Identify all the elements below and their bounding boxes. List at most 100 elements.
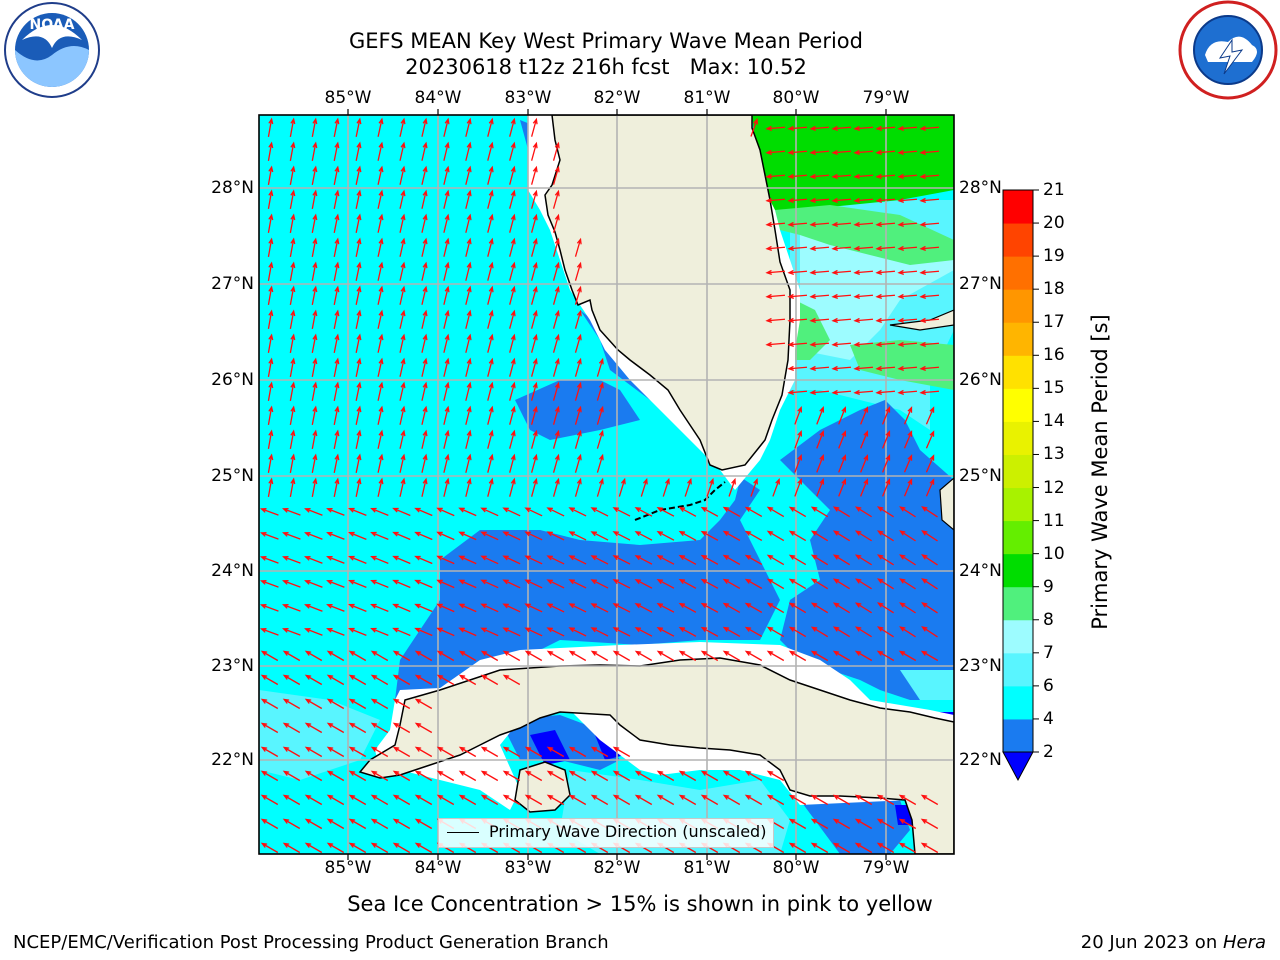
wave-direction-arrow bbox=[574, 429, 582, 449]
lon-tick-label: 84°W bbox=[414, 88, 462, 108]
wave-direction-arrow bbox=[618, 477, 626, 497]
wave-direction-arrow bbox=[436, 770, 455, 782]
wave-direction-arrow bbox=[787, 245, 808, 251]
wave-direction-arrow bbox=[531, 405, 538, 425]
wave-direction-arrow bbox=[333, 165, 340, 185]
wave-direction-arrow bbox=[662, 477, 670, 497]
wave-direction-arrow bbox=[700, 650, 719, 662]
wave-direction-arrow bbox=[656, 794, 675, 806]
wave-direction-arrow bbox=[392, 722, 411, 734]
wave-direction-arrow bbox=[259, 580, 279, 588]
wave-direction-arrow bbox=[634, 555, 653, 565]
wave-direction-arrow bbox=[311, 357, 318, 377]
wave-direction-arrow bbox=[311, 381, 318, 401]
colorbar-segment bbox=[1003, 619, 1033, 654]
wave-direction-arrow bbox=[304, 507, 323, 516]
wave-direction-arrow bbox=[421, 237, 428, 257]
wave-direction-arrow bbox=[832, 818, 851, 830]
wave-direction-arrow bbox=[465, 453, 472, 473]
wave-direction-arrow bbox=[355, 285, 362, 305]
wave-direction-arrow bbox=[897, 317, 918, 323]
wave-direction-arrow bbox=[794, 430, 803, 449]
colorbar-tick-label: 19 bbox=[1043, 246, 1065, 267]
lon-tick-label: 80°W bbox=[772, 858, 820, 878]
wave-direction-arrow bbox=[414, 627, 433, 637]
wave-direction-arrow bbox=[267, 405, 274, 425]
wave-direction-arrow bbox=[722, 602, 741, 613]
wave-direction-arrow bbox=[502, 770, 521, 782]
nws-logo bbox=[1178, 0, 1278, 100]
wave-direction-arrow bbox=[853, 269, 874, 275]
wave-direction-arrow bbox=[794, 406, 803, 425]
colorbar-segment bbox=[1003, 685, 1033, 720]
wave-direction-arrow bbox=[854, 602, 872, 614]
wave-direction-arrow bbox=[326, 507, 345, 516]
wave-direction-arrow bbox=[370, 842, 389, 854]
wave-direction-arrow bbox=[772, 477, 780, 497]
wave-direction-arrow bbox=[794, 454, 803, 473]
wave-direction-arrow bbox=[766, 650, 785, 662]
wave-direction-arrow bbox=[765, 173, 786, 179]
wave-direction-arrow bbox=[831, 317, 852, 323]
wave-direction-arrow bbox=[744, 602, 763, 614]
wave-direction-arrow bbox=[509, 429, 516, 449]
wave-direction-arrow bbox=[487, 141, 494, 161]
wave-direction-arrow bbox=[260, 722, 279, 734]
wave-direction-arrow bbox=[355, 309, 362, 329]
wave-direction-arrow bbox=[656, 770, 675, 782]
wave-direction-arrow bbox=[304, 722, 323, 734]
wave-direction-arrow bbox=[596, 405, 604, 425]
sea-band-9-10-north bbox=[775, 205, 954, 265]
wave-direction-arrow bbox=[443, 405, 450, 425]
wave-direction-arrow bbox=[333, 261, 340, 281]
wave-direction-arrow bbox=[722, 794, 741, 806]
wave-direction-arrow bbox=[531, 357, 538, 377]
wave-direction-arrow bbox=[282, 698, 301, 710]
wave-direction-arrow bbox=[282, 531, 301, 540]
wave-direction-arrow bbox=[509, 357, 516, 377]
wave-direction-arrow bbox=[903, 430, 913, 449]
wave-direction-arrow bbox=[920, 794, 939, 806]
wave-direction-arrow bbox=[487, 405, 494, 425]
wave-direction-arrow bbox=[678, 602, 697, 613]
wave-direction-arrow bbox=[832, 650, 851, 662]
wave-direction-arrow bbox=[574, 237, 582, 257]
lat-tick-label: 23°N bbox=[211, 656, 254, 676]
wave-direction-arrow bbox=[392, 555, 411, 565]
wave-direction-arrow bbox=[574, 285, 582, 305]
wave-direction-arrow bbox=[634, 770, 653, 782]
wave-direction-arrow bbox=[502, 674, 521, 686]
wave-direction-arrow bbox=[860, 478, 869, 497]
lat-tick-label: 26°N bbox=[959, 370, 1002, 390]
wave-direction-arrow bbox=[854, 530, 872, 542]
wave-direction-arrow bbox=[854, 506, 872, 518]
wave-direction-arrow bbox=[289, 189, 296, 209]
wave-direction-arrow bbox=[531, 285, 538, 305]
wave-direction-arrow bbox=[509, 237, 516, 257]
wave-direction-arrow bbox=[875, 245, 896, 251]
map-frame bbox=[258, 114, 955, 855]
wave-direction-arrow bbox=[304, 818, 323, 830]
wave-direction-arrow bbox=[876, 842, 895, 854]
wave-direction-arrow bbox=[838, 430, 847, 449]
wave-direction-arrow bbox=[509, 309, 516, 329]
wave-direction-arrow bbox=[568, 794, 587, 806]
wave-direction-arrow bbox=[392, 650, 411, 662]
wave-direction-arrow bbox=[612, 507, 631, 517]
wave-direction-arrow bbox=[436, 555, 455, 565]
lon-tick-label: 79°W bbox=[862, 858, 910, 878]
wave-direction-arrow bbox=[282, 794, 301, 806]
wave-direction-arrow bbox=[465, 261, 472, 281]
wave-direction-arrow bbox=[333, 117, 340, 137]
wave-direction-arrow bbox=[399, 357, 406, 377]
colorbar-segment bbox=[1003, 553, 1033, 588]
wave-direction-arrow bbox=[552, 189, 560, 209]
wave-direction-arrow bbox=[876, 506, 894, 518]
wave-direction-arrow bbox=[465, 165, 472, 185]
wave-direction-arrow bbox=[311, 405, 318, 425]
wave-direction-arrow bbox=[355, 237, 362, 257]
wave-direction-arrow bbox=[436, 674, 455, 686]
wave-direction-arrow bbox=[487, 285, 494, 305]
colorbar-frame bbox=[1002, 189, 1034, 753]
lon-tick-label: 81°W bbox=[683, 858, 731, 878]
